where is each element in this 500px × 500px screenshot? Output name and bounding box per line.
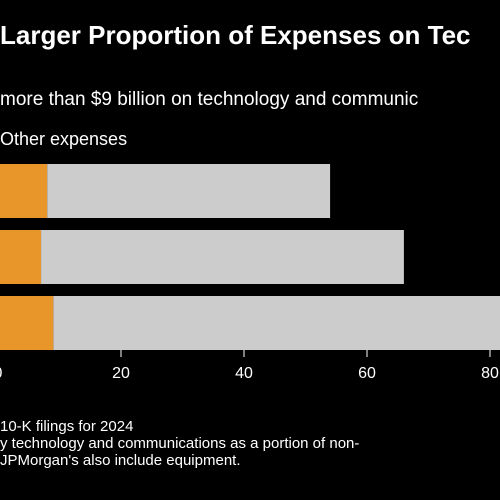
stacked-bar-chart: 0 20 40 60 80 xyxy=(0,164,500,382)
bar-3-segment-1 xyxy=(0,296,54,350)
bar-1-segment-1 xyxy=(0,164,48,218)
x-tick-label-60: 60 xyxy=(358,365,376,382)
chart-title: Larger Proportion of Expenses on Tec xyxy=(0,20,471,50)
bar-1-segment-2 xyxy=(47,164,331,218)
chart-subtitle: more than $9 billion on technology and c… xyxy=(0,89,419,110)
x-tick-label-40: 40 xyxy=(235,365,253,382)
x-tick-label-20: 20 xyxy=(112,365,130,382)
footnote-line-2: JPMorgan's also include equipment. xyxy=(0,452,241,469)
x-tick-label-80: 80 xyxy=(481,365,499,382)
source-note: 10-K filings for 2024 xyxy=(0,418,134,435)
bar-2-segment-2 xyxy=(41,230,404,284)
bar-3-segment-2 xyxy=(53,296,500,350)
legend-other-expenses: Other expenses xyxy=(0,129,128,149)
bar-2-segment-1 xyxy=(0,230,42,284)
x-tick-label-0: 0 xyxy=(0,365,3,382)
chart-notes: 10-K filings for 2024 y technology and c… xyxy=(0,418,500,469)
footnote-line-1: y technology and communications as a por… xyxy=(0,435,360,452)
